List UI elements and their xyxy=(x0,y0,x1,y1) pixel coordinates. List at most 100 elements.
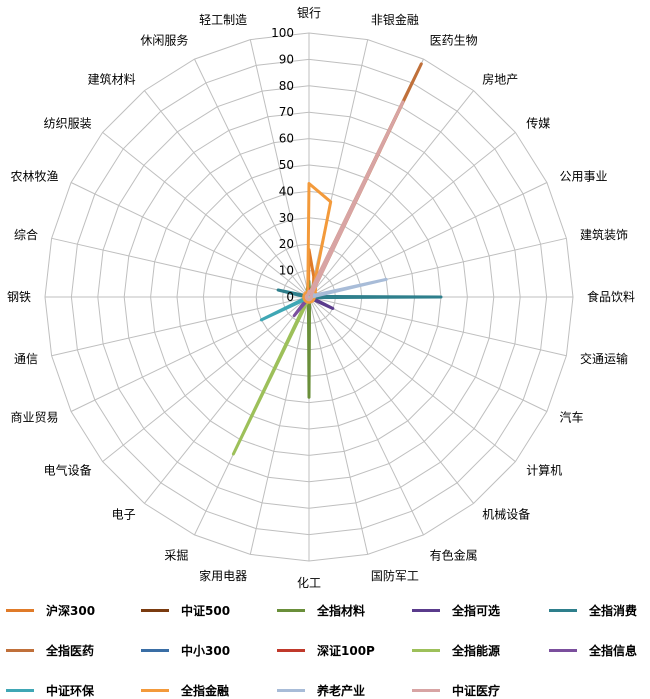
axis-label: 汽车 xyxy=(560,410,584,425)
legend-item: 全指消费 xyxy=(549,602,637,619)
grid-spoke xyxy=(102,132,310,298)
grid-spoke xyxy=(144,90,310,298)
radar-chart: 0 10 20 30 40 50 60 70 80 90 100 银行 非银金融医药生物房地产传媒公用… xyxy=(7,6,635,590)
grid-spoke xyxy=(308,296,567,357)
axis-label: 通信 xyxy=(14,352,38,366)
tick-label: 100 xyxy=(271,26,294,40)
axis-label: 银行 xyxy=(297,6,321,20)
legend-label: 全指信息 xyxy=(589,644,638,658)
legend-swatch xyxy=(412,689,440,692)
legend-swatch xyxy=(549,609,577,612)
grid-spoke xyxy=(51,237,310,298)
tick-label: 0 xyxy=(286,290,294,304)
grid-spoke xyxy=(194,58,310,298)
legend-swatch xyxy=(412,649,440,652)
axis-label: 化工 xyxy=(297,576,321,590)
tick-label: 40 xyxy=(279,184,294,198)
axis-label: 钢铁 xyxy=(7,290,31,304)
legend-swatch xyxy=(549,649,577,652)
axis-label: 休闲服务 xyxy=(140,33,188,48)
grid-spoke xyxy=(308,296,369,555)
legend-item: 中证医疗 xyxy=(412,682,500,699)
legend-label: 全指材料 xyxy=(317,604,366,618)
axis-label: 建筑装饰 xyxy=(580,227,628,242)
tick-label: 20 xyxy=(279,237,294,251)
radar-series xyxy=(231,62,443,456)
grid-spoke xyxy=(308,296,516,462)
grid-spoke xyxy=(51,296,310,357)
axis-label: 电气设备 xyxy=(44,462,92,477)
axis-label: 公用事业 xyxy=(560,169,608,183)
legend-label: 中证500 xyxy=(181,604,231,618)
tick-label: 90 xyxy=(279,52,294,66)
legend-label: 全指可选 xyxy=(452,604,501,618)
legend-swatch xyxy=(141,649,169,652)
legend-item: 中小300 xyxy=(141,642,230,659)
tick-label: 10 xyxy=(279,264,294,278)
tick-label: 60 xyxy=(279,132,294,146)
legend-item: 全指医药 xyxy=(6,642,94,659)
axis-labels: 银行 非银金融医药生物房地产传媒公用事业建筑装饰食品饮料交通运输汽车计算机机械设备… xyxy=(7,6,635,590)
legend-item: 沪深300 xyxy=(6,602,95,619)
legend-label: 全指能源 xyxy=(452,644,501,658)
grid-spoke xyxy=(308,296,424,536)
axis-label: 国防军工 xyxy=(371,568,419,583)
legend-label: 养老产业 xyxy=(317,684,366,698)
axis-label: 非银金融 xyxy=(371,12,419,27)
axis-label: 农林牧渔 xyxy=(10,169,58,183)
tick-label: 30 xyxy=(279,211,294,225)
legend-item: 全指金融 xyxy=(141,682,229,699)
legend-swatch xyxy=(277,649,305,652)
radar-grid xyxy=(44,32,574,562)
grid-spoke xyxy=(308,182,548,298)
tick-label: 80 xyxy=(279,79,294,93)
legend-item: 全指可选 xyxy=(412,602,500,619)
axis-label: 综合 xyxy=(14,227,38,242)
legend-label: 沪深300 xyxy=(46,604,96,618)
axis-label: 机械设备 xyxy=(482,506,530,521)
legend-item: 养老产业 xyxy=(277,682,365,699)
axis-label: 轻工制造 xyxy=(199,13,247,27)
tick-label: 70 xyxy=(279,105,294,119)
grid-spoke xyxy=(308,296,548,412)
legend-item: 中证环保 xyxy=(6,682,94,699)
legend-swatch xyxy=(6,609,34,612)
axis-label: 建筑材料 xyxy=(88,72,136,87)
axis-label: 医药生物 xyxy=(430,34,478,48)
axis-label: 家用电器 xyxy=(199,568,247,583)
series-line-14 xyxy=(304,100,405,302)
grid-spoke xyxy=(102,296,310,462)
legend-label: 中证医疗 xyxy=(452,684,501,698)
axis-label: 食品饮料 xyxy=(587,289,635,304)
grid-spoke xyxy=(308,90,474,298)
grid-spoke xyxy=(308,39,369,298)
legend-label: 全指消费 xyxy=(589,604,638,618)
axis-label: 房地产 xyxy=(482,72,518,87)
legend-label: 深证100P xyxy=(317,644,375,658)
axis-label: 计算机 xyxy=(526,462,562,477)
legend-label: 中小300 xyxy=(181,644,231,658)
legend-swatch xyxy=(412,609,440,612)
legend-item: 深证100P xyxy=(277,642,375,659)
radial-ticks: 0 10 20 30 40 50 60 70 80 90 100 xyxy=(271,26,294,304)
chart-legend: 沪深300 中证500 全指材料 全指可选 全指消费全指医药 中小300 深证100P 全指能… xyxy=(0,594,650,699)
legend-item: 全指材料 xyxy=(277,602,365,619)
legend-label: 全指医药 xyxy=(46,644,95,658)
grid-spoke xyxy=(144,296,310,504)
series-line-12 xyxy=(302,182,333,304)
legend-label: 全指金融 xyxy=(181,684,230,698)
legend-swatch xyxy=(277,609,305,612)
grid-spoke xyxy=(249,296,310,555)
grid-spoke xyxy=(249,39,310,298)
legend-swatch xyxy=(141,689,169,692)
legend-swatch xyxy=(141,609,169,612)
axis-label: 交通运输 xyxy=(580,351,628,366)
legend-swatch xyxy=(277,689,305,692)
grid-spoke xyxy=(308,132,516,298)
axis-label: 商业贸易 xyxy=(10,410,58,425)
axis-label: 采掘 xyxy=(164,548,188,563)
legend-item: 全指信息 xyxy=(549,642,637,659)
axis-label: 纺织服装 xyxy=(44,117,92,131)
legend-item: 中证500 xyxy=(141,602,230,619)
tick-label: 50 xyxy=(279,158,294,172)
